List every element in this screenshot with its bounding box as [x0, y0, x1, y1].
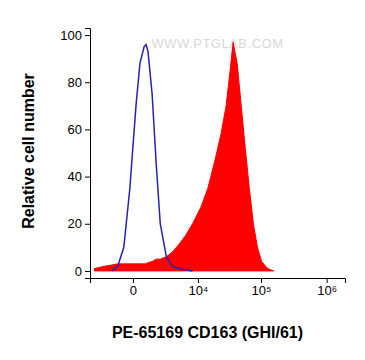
x-axis-line	[91, 279, 346, 284]
x-tick-label: 10⁵	[252, 283, 272, 298]
watermark: WWW.PTGLAB.COM	[152, 36, 284, 51]
y-tick: 100	[60, 28, 90, 43]
x-tick: 10⁶	[317, 278, 337, 298]
chart: WWW.PTGLAB.COM 0 10⁴ 10⁵ 10⁶ 0 20 40 60 80 100 PE-6…	[0, 0, 365, 360]
y-tick-mark	[85, 129, 90, 130]
x-tick: 0	[130, 278, 137, 298]
y-tick-label: 60	[68, 122, 82, 137]
y-tick-label: 80	[68, 75, 82, 90]
y-tick-mark	[85, 177, 90, 178]
y-axis: 0 20 40 60 80 100	[60, 28, 90, 279]
y-axis-line	[85, 29, 91, 279]
y-tick-mark	[85, 35, 90, 36]
x-axis-title: PE-65169 CD163 (GHI/61)	[112, 324, 303, 341]
y-tick-mark	[85, 82, 90, 83]
y-tick-label: 100	[60, 28, 82, 43]
x-tick: 10⁵	[252, 278, 272, 298]
x-tick-label: 10⁴	[188, 283, 208, 298]
y-tick: 80	[68, 75, 90, 90]
x-tick-label: 10⁶	[317, 283, 337, 298]
y-tick: 40	[68, 169, 90, 184]
x-axis: 0 10⁴ 10⁵ 10⁶	[91, 278, 346, 298]
plot-area	[94, 42, 273, 271]
y-tick: 0	[75, 264, 90, 279]
y-tick: 60	[68, 122, 90, 137]
y-tick: 20	[68, 216, 90, 231]
histogram-area	[94, 42, 273, 271]
y-tick-label: 0	[75, 264, 82, 279]
y-tick-mark	[85, 224, 90, 225]
y-tick-label: 20	[68, 216, 82, 231]
histogram-line	[112, 45, 193, 271]
x-tick-label: 0	[130, 283, 137, 298]
y-tick-mark	[85, 271, 90, 272]
y-axis-title: Relative cell number	[20, 73, 37, 229]
x-tick: 10⁴	[188, 278, 208, 298]
y-tick-label: 40	[68, 169, 82, 184]
